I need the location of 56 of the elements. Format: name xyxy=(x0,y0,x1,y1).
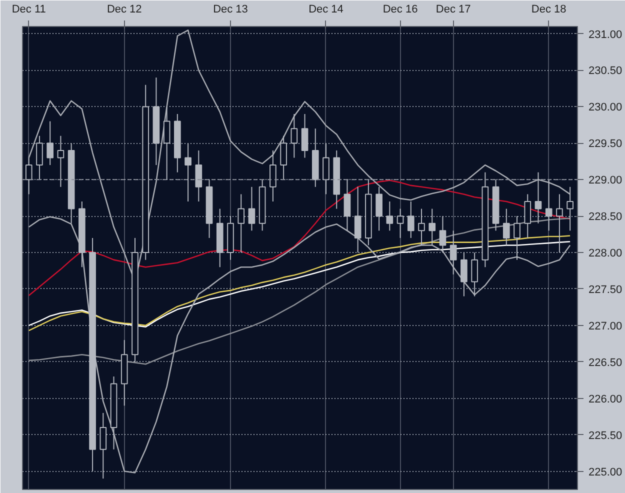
x-tick-label: Dec 14 xyxy=(308,4,344,16)
candlestick xyxy=(248,186,256,232)
y-tick-label: 230.00 xyxy=(588,102,622,114)
y-tick-label: 229.00 xyxy=(588,174,622,187)
candlestick xyxy=(195,150,202,202)
x-tick-label: Dec 16 xyxy=(382,4,418,16)
candlestick xyxy=(301,113,308,158)
candlestick xyxy=(471,252,478,297)
candlestick xyxy=(566,186,574,232)
x-tick-label: Dec 11 xyxy=(12,4,46,16)
candlestick xyxy=(270,150,276,202)
candlestick xyxy=(238,194,245,254)
candlestick xyxy=(344,179,351,232)
candlestick xyxy=(514,216,520,260)
x-tick-label: Dec 12 xyxy=(106,4,142,16)
y-tick-label: 228.00 xyxy=(588,248,622,260)
candlestick xyxy=(57,135,64,188)
candlestick xyxy=(556,194,563,254)
y-tick-label: 225.00 xyxy=(588,466,622,478)
candlestick xyxy=(36,135,43,180)
y-tick-label: 226.50 xyxy=(588,356,622,369)
candlestick xyxy=(396,208,404,238)
y-tick-label: 227.00 xyxy=(588,320,622,332)
candlestick xyxy=(450,230,457,275)
candlestick xyxy=(428,208,436,246)
candlestick xyxy=(376,186,382,232)
candlestick xyxy=(354,186,362,254)
candlestick xyxy=(386,200,394,232)
line-series xyxy=(28,180,571,296)
y-tick-label: 228.50 xyxy=(588,211,622,224)
x-tick-label: Dec 18 xyxy=(531,4,566,16)
candlestick xyxy=(439,216,446,254)
candlestick xyxy=(46,120,54,166)
y-tick-label: 225.50 xyxy=(588,430,622,442)
candlestick xyxy=(460,252,468,297)
y-tick-label: 227.50 xyxy=(588,284,622,296)
candlestick xyxy=(184,142,192,202)
candlestick xyxy=(100,412,107,480)
candlestick xyxy=(25,157,32,195)
y-tick-label: 231.00 xyxy=(588,28,622,41)
y-tick-label: 226.00 xyxy=(588,393,622,406)
candlestick xyxy=(418,208,425,246)
x-tick-label: Dec 17 xyxy=(436,4,471,16)
candlestick xyxy=(290,113,298,158)
candlestick xyxy=(322,142,330,195)
x-tick-label: Dec 13 xyxy=(213,4,248,16)
line-series xyxy=(28,216,571,474)
candlestick xyxy=(545,179,552,232)
candlestick xyxy=(534,172,542,224)
candlestick xyxy=(502,208,510,246)
y-tick-label: 229.50 xyxy=(588,138,622,150)
candlestick xyxy=(163,106,170,180)
candlestick xyxy=(280,135,287,180)
candlestick xyxy=(524,194,532,238)
y-tick-label: 230.50 xyxy=(588,65,622,78)
candlestick xyxy=(407,200,414,238)
